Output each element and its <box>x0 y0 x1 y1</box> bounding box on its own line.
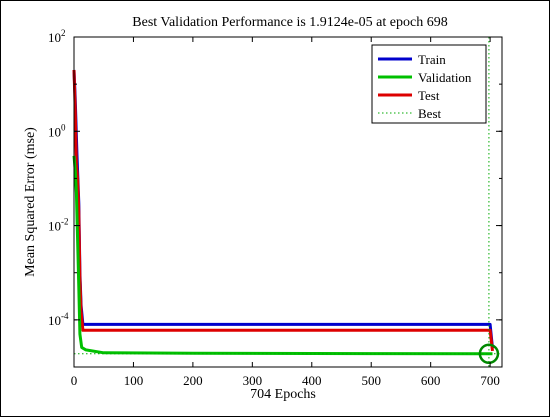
axes-box <box>73 36 503 368</box>
y-axis-label: Mean Squared Error (mse) <box>23 127 38 277</box>
series-layer <box>72 37 502 367</box>
series-line-test <box>72 69 494 352</box>
x-tick-label: 700 <box>480 373 500 388</box>
y-tick-exponent: -4 <box>61 311 69 321</box>
axes-layer <box>73 36 503 368</box>
x-axis-label: 704 Epochs <box>250 387 316 402</box>
chart-title: Best Validation Performance is 1.9124e-0… <box>132 15 447 30</box>
legend: Train Validation Test Best <box>371 44 487 124</box>
y-tick-label: 102 <box>48 28 66 45</box>
x-tick-label: 200 <box>183 373 203 388</box>
legend-label-train: Train <box>418 52 446 67</box>
legend-label-test: Test <box>418 88 440 103</box>
x-tick-label: 600 <box>421 373 441 388</box>
x-tick-label: 0 <box>71 373 78 388</box>
y-tick-exponent: 2 <box>61 28 66 38</box>
x-tick-label: 100 <box>124 373 144 388</box>
y-tick-exponent: 0 <box>61 122 66 132</box>
x-tick-label: 300 <box>243 373 263 388</box>
y-tick-label: 100 <box>48 122 66 139</box>
legend-label-validation: Validation <box>418 70 472 85</box>
y-tick-label: 10-2 <box>48 217 69 234</box>
y-tick-exponent: -2 <box>61 217 69 227</box>
y-tick-label: 10-4 <box>48 311 69 328</box>
best-point-marker <box>478 343 500 364</box>
x-tick-label: 500 <box>361 373 381 388</box>
x-tick-label: 400 <box>302 373 322 388</box>
legend-label-best: Best <box>418 106 442 121</box>
